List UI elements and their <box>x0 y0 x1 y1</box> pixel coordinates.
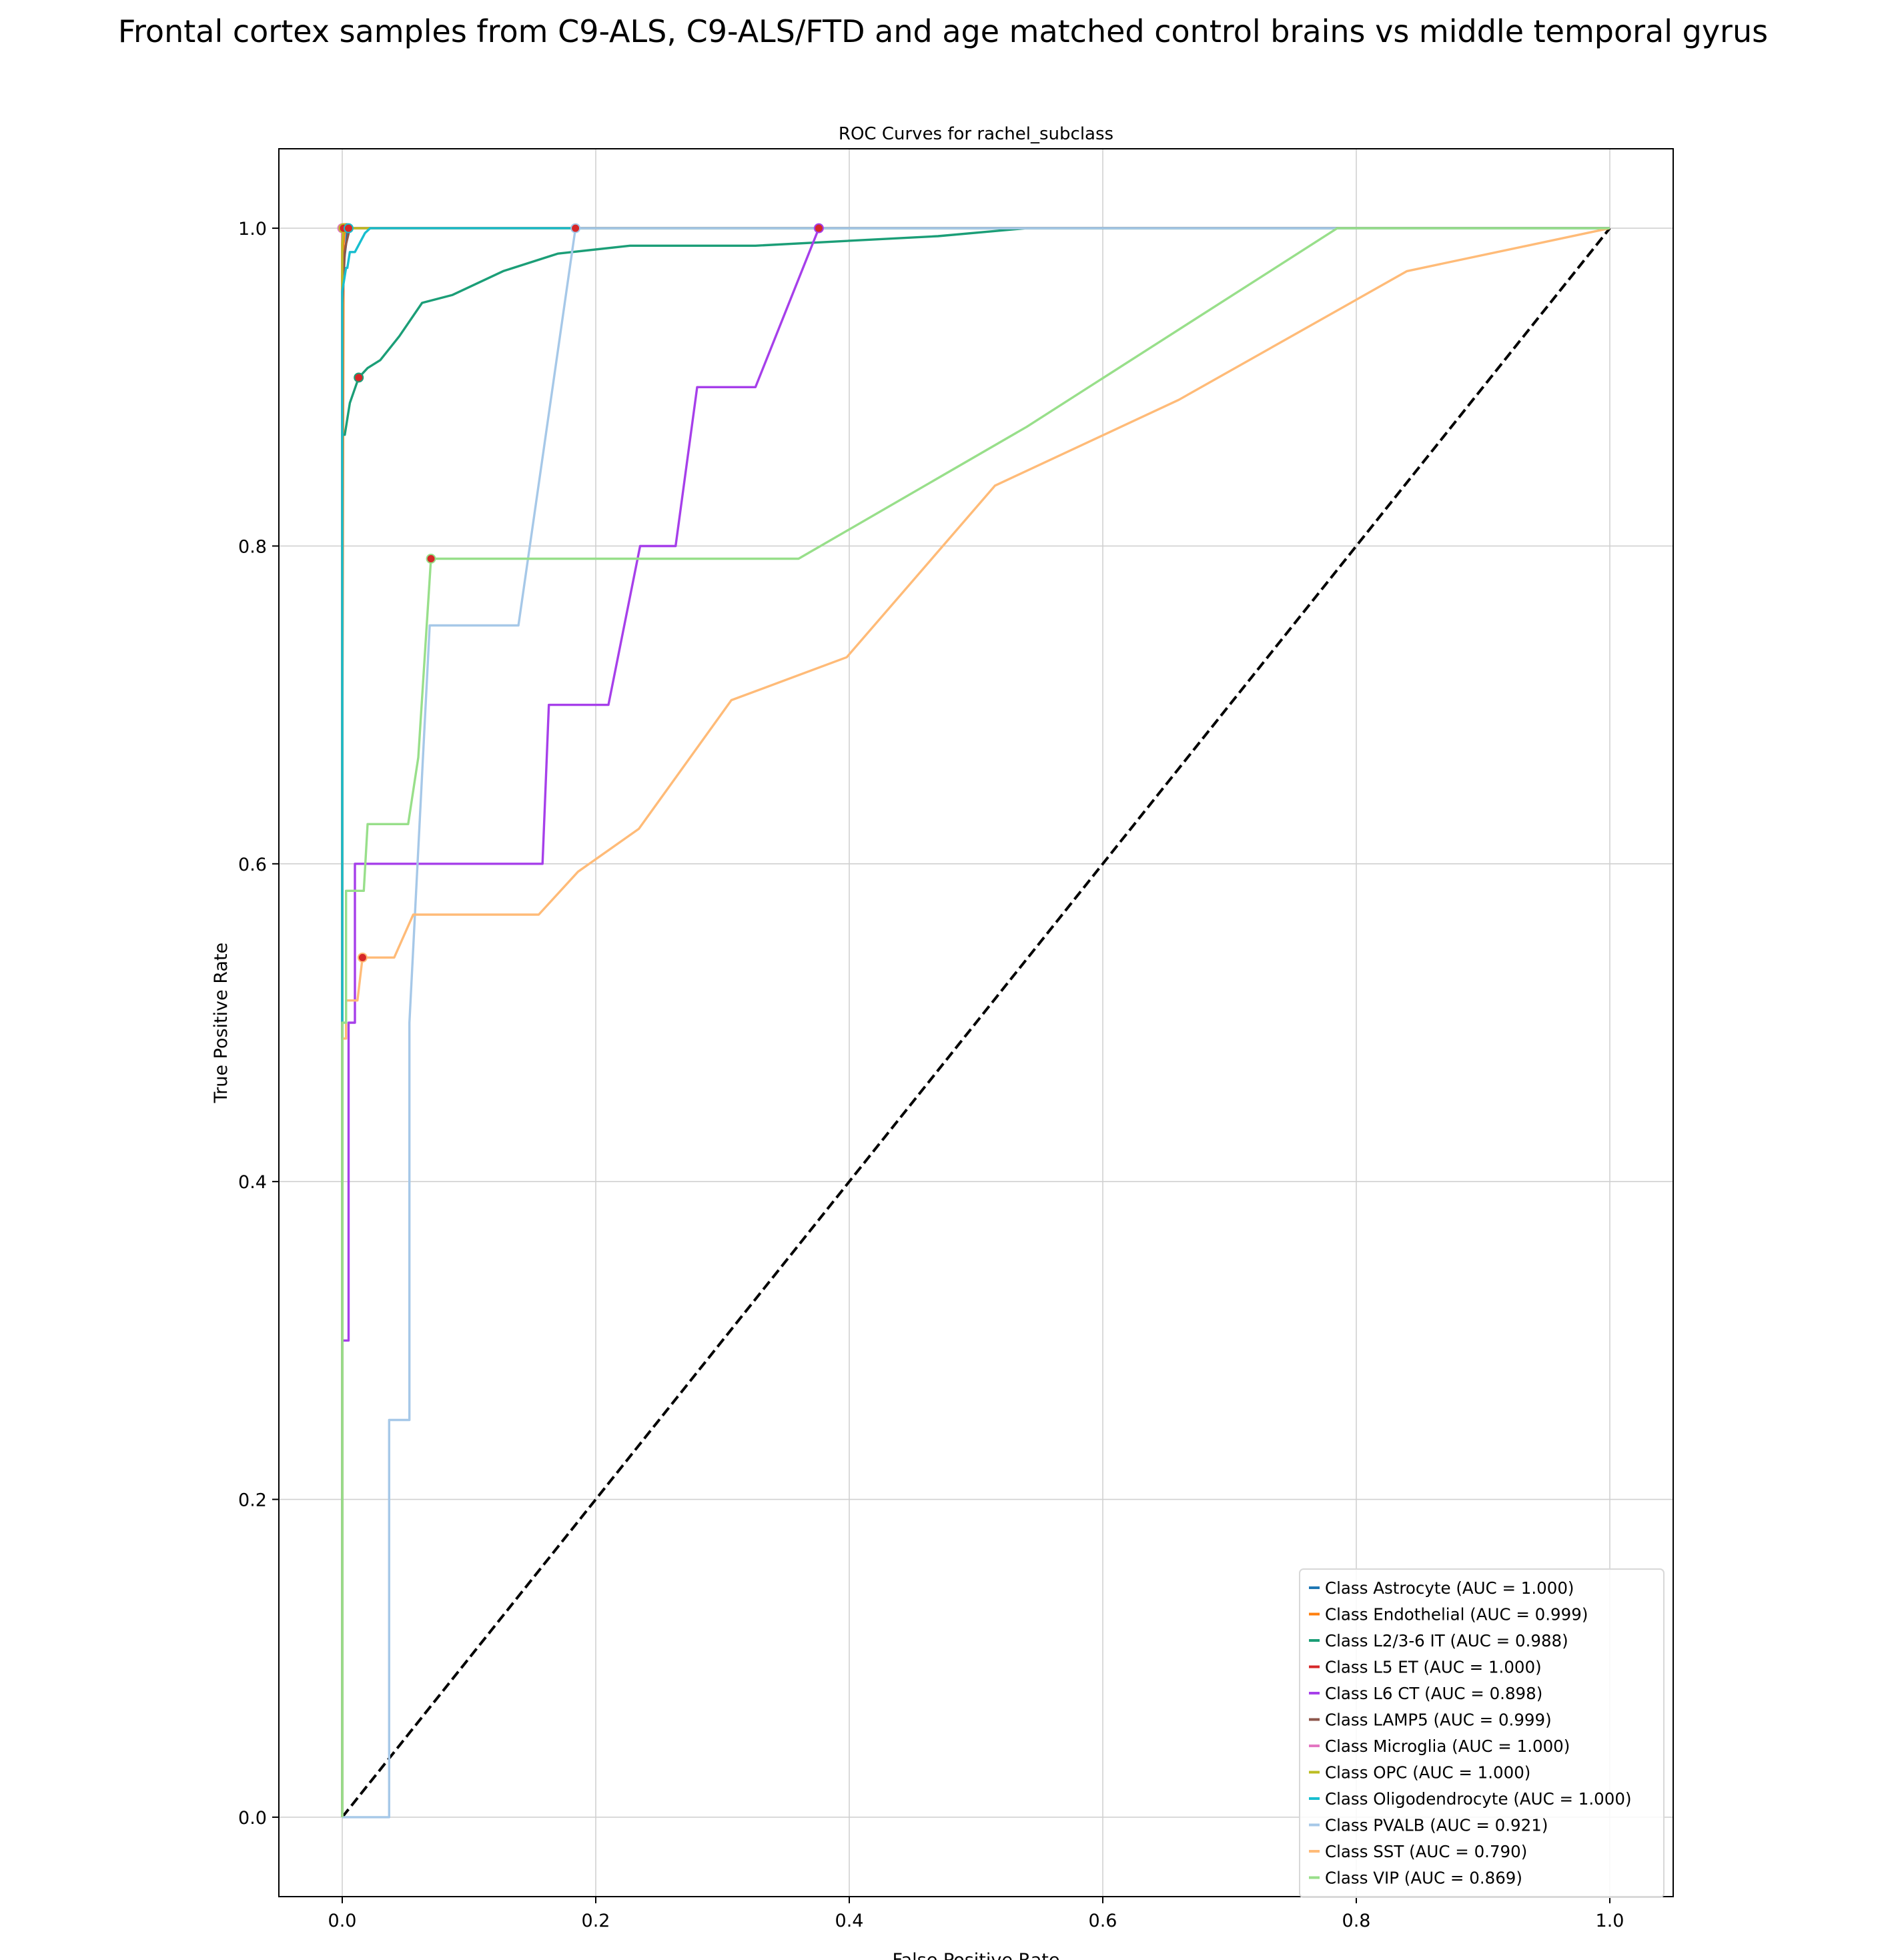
operating-point-marker-10 <box>357 952 368 963</box>
x-tick-label: 0.8 <box>1342 1911 1371 1931</box>
operating-point-marker-4 <box>813 223 824 233</box>
legend-box <box>1299 1568 1665 1898</box>
chance-diagonal-line <box>341 227 1611 1819</box>
operating-point-marker-9 <box>570 223 581 233</box>
y-axis-label: True Positive Rate <box>211 943 231 1104</box>
legend-entry-1: Class Endothelial (AUC = 0.999) <box>1325 1605 1588 1624</box>
y-tick-label: 0.2 <box>238 1490 267 1511</box>
legend-entry-9: Class PVALB (AUC = 0.921) <box>1325 1816 1548 1835</box>
roc-series-line-8 <box>341 227 1610 1817</box>
operating-point-marker-8 <box>344 223 354 233</box>
legend-entry-4: Class L6 CT (AUC = 0.898) <box>1325 1684 1542 1703</box>
legend-entry-11: Class VIP (AUC = 0.869) <box>1325 1869 1522 1888</box>
plot-frame <box>278 148 1674 1897</box>
x-tick-label: 0.2 <box>582 1911 610 1931</box>
legend: Class Astrocyte (AUC = 1.000) Class Endot… <box>1299 1568 1665 1898</box>
legend-entry-8: Class Oligodendrocyte (AUC = 1.000) <box>1325 1789 1632 1809</box>
legend-entry-2: Class L2/3-6 IT (AUC = 0.988) <box>1325 1631 1568 1650</box>
y-tick-label: 0.0 <box>238 1808 267 1829</box>
y-tick-label: 0.8 <box>238 536 267 557</box>
legend-entry-5: Class LAMP5 (AUC = 0.999) <box>1325 1710 1552 1730</box>
operating-point-markers <box>337 223 824 963</box>
operating-point-marker-11 <box>426 554 436 564</box>
roc-series-line-2 <box>341 227 1610 1817</box>
y-tick-label: 0.4 <box>238 1172 267 1193</box>
legend-entry-10: Class SST (AUC = 0.790) <box>1325 1842 1527 1861</box>
x-tick-label: 0.0 <box>328 1911 357 1931</box>
legend-entry-0: Class Astrocyte (AUC = 1.000) <box>1325 1578 1574 1598</box>
grid-lines <box>279 149 1673 1897</box>
legend-entry-6: Class Microglia (AUC = 1.000) <box>1325 1737 1570 1756</box>
x-tick-label: 0.4 <box>835 1911 864 1931</box>
operating-point-marker-2 <box>354 372 364 383</box>
axis-ticks: 0.0 0.2 0.4 0.6 0.8 1.0 0.0 0.2 0.4 0.6 0.8 1.0 <box>238 219 1624 1931</box>
legend-entry-7: Class OPC (AUC = 1.000) <box>1325 1763 1530 1783</box>
x-tick-label: 0.6 <box>1089 1911 1117 1931</box>
y-tick-label: 1.0 <box>238 219 267 239</box>
y-tick-label: 0.6 <box>238 855 267 875</box>
legend-entry-3: Class L5 ET (AUC = 1.000) <box>1325 1658 1542 1677</box>
chance-diagonal <box>341 227 1611 1819</box>
chart-title: ROC Curves for rachel_subclass <box>839 124 1113 144</box>
x-tick-label: 1.0 <box>1596 1911 1624 1931</box>
roc-series-line-9 <box>342 227 1610 1819</box>
roc-series-line-4 <box>341 227 1610 1817</box>
roc-series-line-11 <box>341 227 1610 1817</box>
figure-suptitle: Frontal cortex samples from C9-ALS, C9-A… <box>117 13 1769 49</box>
x-axis-label: False Positive Rate <box>893 1950 1060 1960</box>
roc-series <box>341 227 1610 1819</box>
